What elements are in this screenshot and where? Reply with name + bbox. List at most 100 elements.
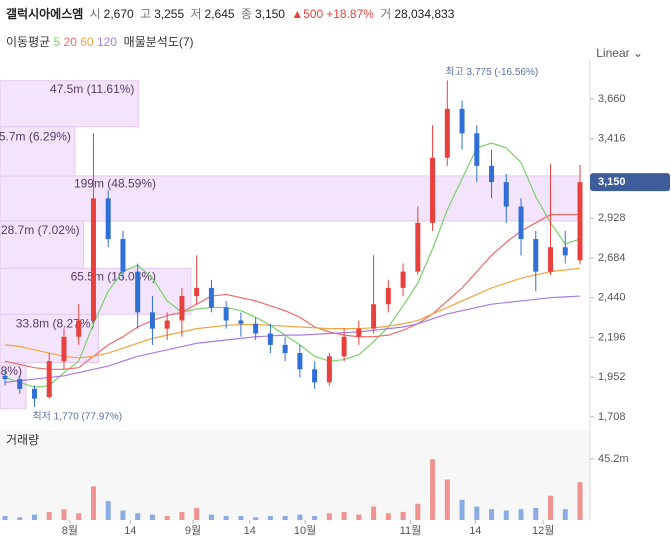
volume-bar — [356, 514, 362, 520]
value: 28,034,833 — [394, 7, 455, 21]
volume-bar — [548, 495, 554, 520]
ma-line — [4, 267, 581, 359]
volume-bar — [194, 507, 200, 520]
candle-body — [208, 287, 214, 308]
ma-line — [4, 142, 581, 388]
y-tick-label: 45.2m — [598, 453, 629, 465]
y-tick-label: 1,952 — [598, 371, 626, 383]
volume-bar — [253, 517, 259, 520]
candle-body — [120, 239, 126, 272]
volume-bar — [17, 517, 23, 520]
candle-body — [223, 307, 229, 321]
candle-body — [61, 336, 67, 362]
candle-body — [371, 304, 377, 329]
candle-body — [577, 182, 583, 261]
ma-toggle[interactable]: 20 — [63, 35, 77, 49]
profile-label: 65.5m (16.03%) — [71, 269, 156, 283]
change: ▲500 — [291, 7, 324, 21]
profile-toggle[interactable]: 매물분석도(7) — [123, 35, 194, 49]
candle-body — [135, 271, 141, 313]
candle-body — [430, 157, 436, 223]
label: 시 — [89, 7, 101, 21]
volume-bar — [267, 515, 273, 520]
candle-body — [267, 333, 273, 345]
candle-body — [356, 328, 362, 337]
label: 고 — [140, 7, 152, 21]
volume-bar — [489, 509, 495, 520]
header: 갤럭시아에스엠 시 2,670 고 3,255 저 2,645 종 3,150 ▲500… — [6, 5, 457, 22]
label: Linear — [596, 46, 630, 60]
price-note: 최고 3,775 (-16.56%) — [445, 66, 538, 78]
label: 이동평균 — [6, 35, 51, 49]
profile-label: 47.5m (11.61%) — [50, 82, 135, 96]
scale-dropdown[interactable]: Linear ⌄ — [596, 46, 643, 60]
volume-bar — [385, 513, 391, 520]
legend: 이동평균 5 20 60 120 매물분석도(7) — [6, 33, 194, 50]
label: 거 — [380, 7, 392, 21]
ma-toggle[interactable]: 5 — [53, 35, 61, 49]
candle-body — [282, 344, 288, 354]
value: 3,150 — [254, 7, 285, 21]
y-tick-label: 3,416 — [598, 133, 626, 145]
volume-bar — [503, 510, 509, 520]
ma-toggle[interactable]: 60 — [80, 35, 94, 49]
profile-bar — [0, 126, 76, 177]
volume-bar — [474, 506, 480, 520]
y-tick-label: 3,660 — [598, 93, 626, 105]
x-tick-label: 8월 — [62, 524, 78, 537]
price-tag-label: 3,150 — [598, 176, 626, 188]
volume-bar — [415, 503, 421, 520]
candle-body — [31, 388, 37, 399]
volume-bar — [371, 506, 377, 520]
x-tick-label: 14 — [244, 525, 256, 537]
candle-body — [105, 198, 111, 240]
stock-name: 갤럭시아에스엠 — [6, 7, 84, 21]
volume-pane — [0, 430, 590, 520]
volume-bar — [326, 513, 332, 520]
volume-bar — [577, 482, 583, 520]
candle-body — [489, 165, 495, 183]
y-tick-label: 2,196 — [598, 331, 626, 343]
profile-label: 28.7m (7.02%) — [1, 223, 80, 237]
volume-bar — [518, 509, 524, 520]
volume-bar — [31, 514, 37, 520]
candle-body — [459, 108, 465, 134]
candle-body — [385, 287, 391, 305]
volume-bar — [120, 510, 126, 520]
volume-bar — [562, 509, 568, 520]
profile-label: 199m (48.59%) — [74, 177, 156, 191]
candle-body — [415, 222, 421, 272]
y-tick-label: 2,684 — [598, 252, 626, 264]
profile-label: 25.7m (6.29%) — [0, 130, 71, 144]
candle-body — [518, 206, 524, 240]
candle-body — [326, 356, 332, 383]
volume-bar — [135, 513, 141, 520]
x-tick-label: 9월 — [185, 524, 201, 537]
candle-body — [548, 247, 554, 272]
candle-body — [444, 108, 450, 158]
x-tick-label: 12월 — [532, 524, 554, 537]
value: 2,645 — [204, 7, 235, 21]
candle-body — [46, 361, 52, 397]
volume-bar — [90, 486, 96, 520]
y-tick-label: 1,708 — [598, 411, 626, 423]
candle-body — [2, 375, 8, 380]
candle-body — [238, 320, 244, 324]
profile-bar — [0, 80, 139, 128]
candle-body — [76, 320, 82, 337]
volume-label: 거래량 — [6, 433, 39, 447]
ma-toggle[interactable]: 120 — [96, 35, 117, 49]
value: 2,670 — [103, 7, 134, 21]
x-tick-label: 10월 — [294, 524, 316, 537]
price-tag — [590, 173, 670, 192]
candle-body — [17, 379, 23, 389]
candle-body — [194, 287, 200, 297]
volume-bar — [459, 499, 465, 520]
volume-bar — [238, 515, 244, 520]
candle-body — [533, 239, 539, 272]
volume-bar — [179, 511, 185, 520]
volume-bar — [297, 514, 303, 520]
volume-bar — [149, 514, 155, 520]
volume-bar — [444, 479, 450, 520]
